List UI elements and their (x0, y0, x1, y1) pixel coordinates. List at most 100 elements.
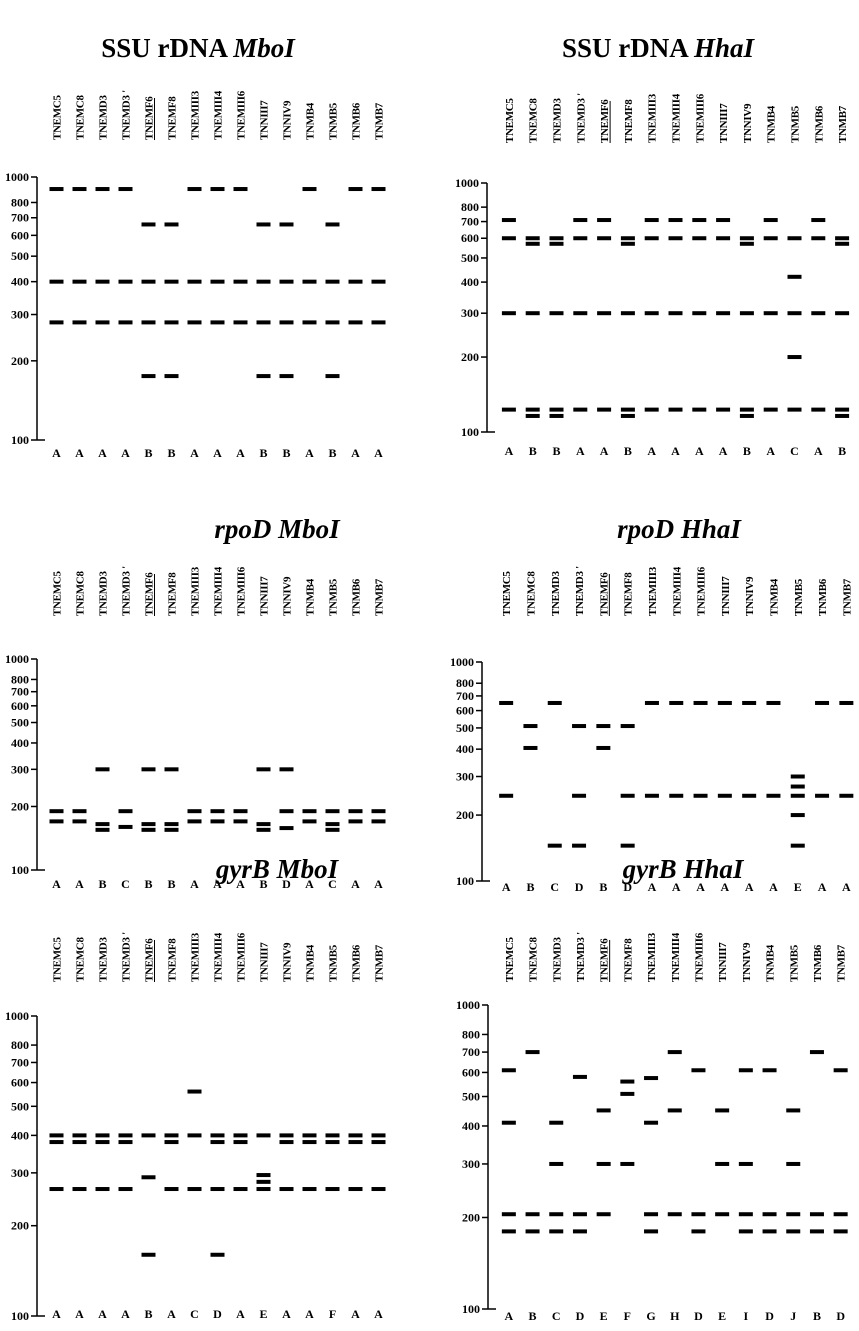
lane-label: TNEMD3 (550, 571, 562, 616)
band (49, 320, 64, 325)
band (572, 724, 587, 729)
lane-label: TNEMIII3 (647, 566, 659, 616)
band (809, 1212, 824, 1217)
pattern-letter: G (646, 1309, 655, 1323)
lane-label: TNEMF6 (144, 938, 156, 982)
y-tick-label: 600 (11, 228, 29, 242)
y-tick-label: 1000 (455, 176, 479, 190)
lane-label: TNMB4 (766, 105, 778, 143)
pattern-letter: C (550, 880, 559, 894)
pattern-letter: A (52, 1307, 61, 1321)
pattern-letter: B (167, 446, 175, 460)
y-tick-label: 400 (11, 275, 29, 289)
band (668, 236, 683, 241)
band (141, 1133, 156, 1138)
y-tick-label: 100 (11, 433, 29, 447)
band (187, 187, 202, 192)
band (302, 809, 317, 814)
band (715, 1161, 730, 1166)
pattern-letter: B (552, 444, 560, 458)
lane-label: TNMB5 (328, 944, 340, 982)
band (525, 1212, 540, 1217)
band (668, 218, 683, 223)
lane-label: TNEMC8 (75, 95, 87, 140)
panel-rpod-hhai: rpoD HhaI TNEMC5 TNEMC8 TNEMD3 TNEMD3 ' TNEMF… (450, 514, 854, 894)
band (164, 1140, 179, 1145)
band (523, 724, 538, 729)
band (348, 1133, 363, 1138)
band (325, 320, 340, 325)
pattern-letter: B (838, 444, 846, 458)
pattern-letter: E (259, 1307, 267, 1321)
band (141, 320, 156, 325)
y-tick-label: 200 (11, 354, 29, 368)
pattern-letter: D (836, 1309, 845, 1323)
lane-label: TNMB5 (328, 102, 340, 140)
band (72, 809, 87, 814)
band (597, 218, 612, 223)
band (187, 819, 202, 824)
band (742, 700, 757, 705)
lane-label: TNEMIII6 (693, 932, 705, 982)
band (279, 279, 294, 284)
pattern-letter: B (282, 446, 290, 460)
band (233, 279, 248, 284)
pattern-letter: A (236, 446, 245, 460)
pattern-letter: A (75, 877, 84, 891)
band (766, 700, 781, 705)
band (739, 241, 754, 246)
pattern-letter: A (351, 1307, 360, 1321)
pattern-letter: A (766, 444, 775, 458)
band (325, 809, 340, 814)
pattern-letter: A (671, 444, 680, 458)
band (692, 311, 707, 316)
band (835, 311, 850, 316)
band (835, 241, 850, 246)
band (348, 320, 363, 325)
band (210, 1140, 225, 1145)
y-tick-label: 700 (11, 685, 29, 699)
pattern-letter: D (576, 1309, 585, 1323)
y-tick-label: 400 (456, 742, 474, 756)
band (787, 407, 802, 412)
panel-title-enzyme: rpoD HhaI (617, 514, 742, 544)
pattern-letter: A (374, 446, 383, 460)
panel-title-prefix: SSU rDNA (562, 33, 694, 63)
band (118, 824, 133, 829)
band (668, 311, 683, 316)
lane-label: TNEMD3 ' (121, 566, 133, 616)
pattern-letter: A (505, 1309, 514, 1323)
pattern-letter: A (769, 880, 778, 894)
band (164, 279, 179, 284)
pattern-letter: F (624, 1309, 631, 1323)
band (667, 1050, 682, 1055)
lane-label: TNEMD3 ' (121, 90, 133, 140)
band (256, 767, 271, 772)
panel-gyrb-mboi: gyrB MboI TNEMC5 TNEMC8 TNEMD3 TNEMD3 ' TNEMF… (5, 854, 386, 1323)
band (72, 320, 87, 325)
pattern-letter: D (694, 1309, 703, 1323)
band (141, 374, 156, 379)
pattern-letter: A (648, 880, 657, 894)
band (371, 1140, 386, 1145)
lane-label: TNEMC8 (528, 98, 540, 143)
band (302, 1140, 317, 1145)
band (692, 218, 707, 223)
band (325, 827, 340, 832)
y-tick-label: 500 (462, 1090, 480, 1104)
panel-title-enzyme: rpoD MboI (214, 514, 341, 544)
pattern-letter: A (121, 1307, 130, 1321)
pattern-letter: A (213, 877, 222, 891)
band (739, 407, 754, 412)
lane-label: TNNIV9 (744, 576, 756, 616)
band (95, 827, 110, 832)
lane-label: TNNIV9 (282, 100, 294, 140)
band (644, 1120, 659, 1125)
lane-label: TNNIV9 (282, 576, 294, 616)
lane-label: TNEMF8 (167, 938, 179, 982)
band (95, 1133, 110, 1138)
y-tick-label: 100 (11, 1309, 29, 1323)
band (839, 700, 854, 705)
band (717, 793, 732, 798)
y-tick-label: 600 (11, 1076, 29, 1090)
